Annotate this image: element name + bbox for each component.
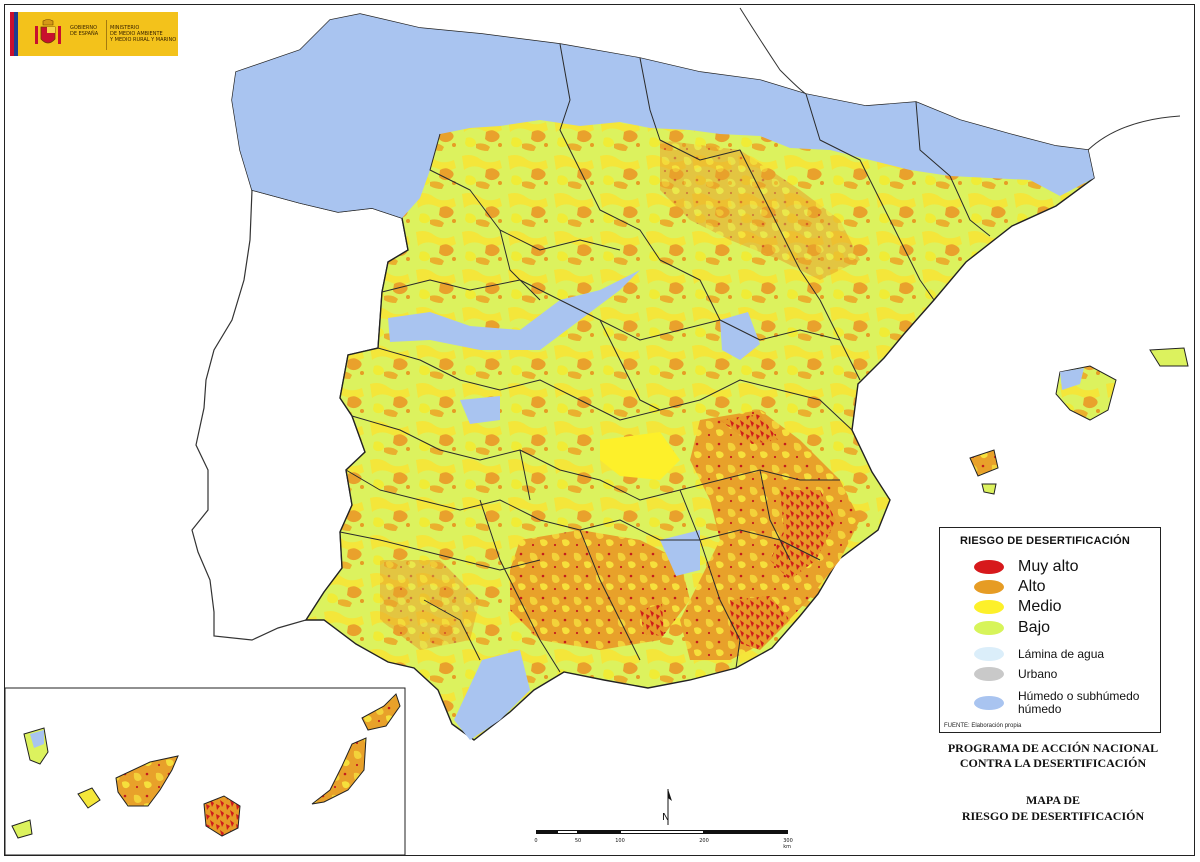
ministry-line-1: MINISTERIO — [110, 25, 140, 31]
zone-alto-southeast — [680, 410, 860, 660]
legend-item-humedo: Húmedo o subhúmedo húmedo — [974, 688, 1139, 718]
scale-seg-2 — [557, 830, 578, 834]
humid-cazorla — [660, 530, 700, 576]
ministry-line-3: Y MEDIO RURAL Y MARINO — [110, 37, 177, 43]
north-arrow-icon — [667, 789, 672, 825]
menorca — [1149, 347, 1189, 367]
formentera — [981, 483, 997, 495]
flag-red-stripe — [10, 12, 14, 56]
france-coast-line — [1087, 115, 1181, 151]
zone-muy-alto-3 — [730, 596, 790, 650]
scale-label-200: 200 — [699, 838, 709, 844]
legend-item-medio: Medio — [974, 596, 1062, 618]
mallorca-humid — [1060, 368, 1084, 390]
scale-seg-5 — [704, 830, 788, 834]
map-legend: RIESGO DE DESERTIFICACIÓN Muy alto Alto … — [939, 527, 1161, 733]
legend-swatch-bajo — [974, 621, 1004, 635]
program-title-line2: CONTRA LA DESERTIFICACIÓN — [959, 756, 1147, 770]
zone-medio-mancha — [600, 432, 680, 480]
legend-label-medio: Medio — [1018, 598, 1062, 615]
north-label: N — [662, 812, 670, 823]
zone-muy-alto-4 — [640, 604, 664, 636]
logo-divider — [106, 20, 107, 50]
map-title: MAPA DE RIESGO DE DESERTIFICACIÓN — [920, 792, 1186, 824]
ministry-label: MINISTERIO DE MEDIO AMBIENTE Y MEDIO RUR… — [110, 25, 180, 43]
ministry-logo: GOBIERNO DE ESPAÑA MINISTERIO DE MEDIO A… — [10, 12, 178, 56]
scale-label-100: 100 — [615, 838, 625, 844]
province-borders — [339, 43, 991, 673]
legend-label-urbano: Urbano — [1018, 666, 1058, 681]
canary-inset-frame — [4, 687, 406, 856]
program-title-line1: PROGRAMA DE ACCIÓN NACIONAL — [947, 741, 1159, 755]
government-label: GOBIERNO DE ESPAÑA — [70, 25, 106, 37]
spain-landmass — [231, 13, 1095, 741]
humid-central — [388, 270, 640, 350]
legend-label-muy-alto: Muy alto — [1018, 558, 1079, 575]
zone-alto-west — [380, 560, 480, 650]
legend-label-alto: Alto — [1018, 578, 1046, 595]
scale-label-300: 300 km — [783, 838, 793, 850]
humid-west — [460, 396, 500, 424]
tenerife — [115, 755, 179, 807]
legend-swatch-lamina-agua — [974, 647, 1004, 661]
la-gomera — [77, 787, 101, 809]
legend-swatch-humedo — [974, 696, 1004, 710]
map-title-line1: MAPA DE — [1025, 793, 1081, 807]
legend-label-humedo-line1: Húmedo o subhúmedo — [1018, 689, 1140, 703]
legend-swatch-muy-alto — [974, 560, 1004, 574]
humid-north — [232, 14, 1094, 218]
legend-title: RIESGO DE DESERTIFICACIÓN — [960, 535, 1131, 547]
fuerteventura — [311, 737, 367, 805]
map-frame — [4, 4, 1195, 856]
legend-label-humedo-line2: húmedo — [1018, 702, 1062, 716]
legend-item-alto: Alto — [974, 576, 1046, 598]
scale-bar: 0 50 100 200 300 km — [534, 830, 793, 850]
gran-canaria — [203, 795, 241, 837]
scale-seg-1 — [536, 830, 557, 834]
map-title-line2: RIESGO DE DESERTIFICACIÓN — [961, 809, 1145, 823]
zone-muy-alto-1 — [720, 414, 778, 444]
la-palma-humid — [30, 730, 44, 748]
lanzarote — [361, 693, 401, 731]
scale-label-0: 0 — [534, 838, 538, 844]
coat-of-arms-icon — [35, 19, 61, 44]
humid-sistema — [720, 312, 760, 360]
legend-swatch-alto — [974, 580, 1004, 594]
scale-seg-4 — [620, 830, 704, 834]
flag-blue-stripe — [14, 12, 18, 56]
el-hierro — [11, 819, 33, 839]
gov-line-2: DE ESPAÑA — [70, 31, 99, 37]
legend-label-humedo: Húmedo o subhúmedo húmedo — [1018, 690, 1139, 716]
legend-swatch-medio — [974, 600, 1004, 614]
humid-guadalquivir — [454, 650, 530, 740]
zone-alto-ebro — [660, 140, 860, 280]
gov-line-1: GOBIERNO — [70, 25, 98, 31]
ministry-line-2: DE MEDIO AMBIENTE — [110, 31, 163, 37]
ibiza — [969, 449, 999, 477]
scale-label-50: 50 — [574, 838, 582, 844]
legend-label-bajo: Bajo — [1018, 619, 1051, 636]
legend-item-lamina-agua: Lámina de agua — [974, 643, 1104, 665]
france-border-line — [739, 7, 807, 95]
program-title: PROGRAMA DE ACCIÓN NACIONAL CONTRA LA DE… — [920, 741, 1186, 771]
legend-label-lamina-agua: Lámina de agua — [1018, 646, 1105, 661]
legend-swatch-urbano — [974, 667, 1004, 681]
zone-muy-alto-2 — [770, 490, 836, 580]
legend-item-bajo: Bajo — [974, 617, 1050, 639]
scale-seg-3 — [578, 830, 620, 834]
legend-item-urbano: Urbano — [974, 663, 1057, 685]
legend-item-muy-alto: Muy alto — [974, 556, 1078, 578]
legend-source: FUENTE: Elaboración propia — [944, 723, 1022, 729]
